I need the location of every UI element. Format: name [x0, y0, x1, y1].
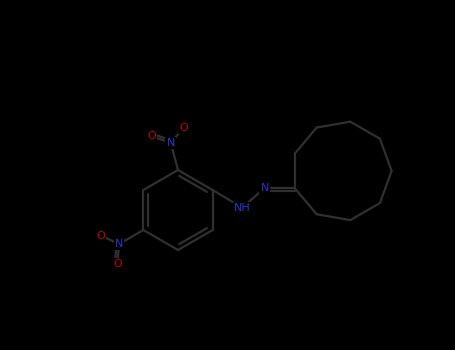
Text: N: N	[167, 138, 175, 148]
Text: N: N	[115, 239, 123, 249]
Text: O: O	[147, 131, 157, 141]
Text: NH: NH	[234, 203, 251, 213]
Text: O: O	[179, 122, 188, 133]
Text: N: N	[260, 183, 269, 193]
Text: O: O	[113, 259, 122, 269]
Text: O: O	[96, 231, 106, 240]
